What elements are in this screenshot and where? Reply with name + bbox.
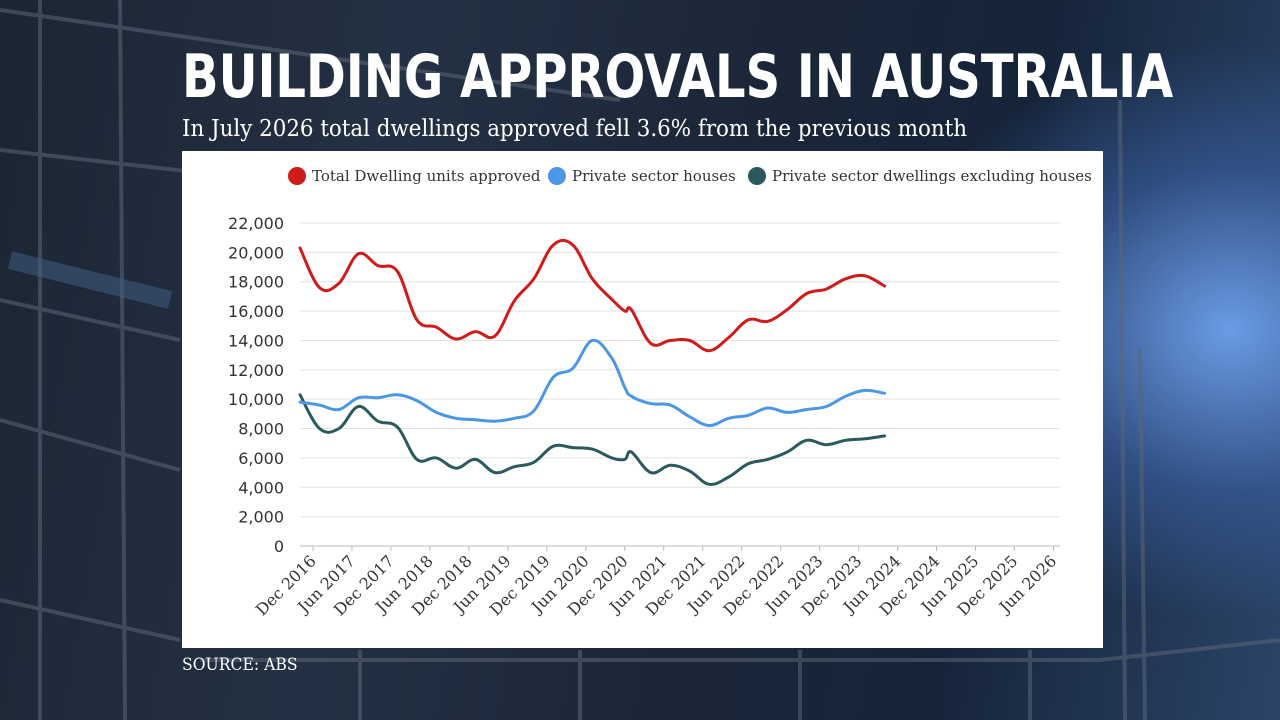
legend-marker	[748, 167, 766, 185]
y-tick-label: 0	[274, 537, 284, 556]
legend-label: Private sector houses	[572, 167, 736, 185]
y-tick-label: 10,000	[228, 390, 284, 409]
y-tick-label: 14,000	[228, 331, 284, 350]
y-tick-label: 12,000	[228, 361, 284, 380]
y-tick-label: 4,000	[238, 478, 284, 497]
legend-marker	[548, 167, 566, 185]
chart-gridlines	[300, 222, 1060, 547]
y-tick-label: 6,000	[238, 449, 284, 468]
legend-label: Total Dwelling units approved	[312, 167, 541, 185]
y-tick-label: 8,000	[238, 420, 284, 439]
chart-series-lines	[298, 238, 887, 486]
chart-subtitle: In July 2026 total dwellings approved fe…	[182, 116, 968, 142]
line-chart: Total Dwelling units approved Private sec…	[228, 167, 1092, 619]
legend-label: Private sector dwellings excluding house…	[772, 167, 1092, 185]
y-tick-label: 2,000	[238, 508, 284, 527]
chart-panel: Total Dwelling units approved Private sec…	[182, 151, 1103, 648]
series-line-total-dwellings	[298, 238, 887, 353]
source-note: SOURCE: ABS	[182, 655, 298, 675]
y-tick-label: 18,000	[228, 273, 284, 292]
legend-marker	[288, 167, 306, 185]
series-line-private-excl-houses	[298, 393, 887, 486]
y-tick-label: 22,000	[228, 214, 284, 233]
y-axis-ticks: 22,000 20,000 18,000 16,000 14,000 12,000 10,0…	[228, 214, 284, 556]
y-tick-label: 20,000	[228, 243, 284, 262]
y-tick-label: 16,000	[228, 302, 284, 321]
page-title: BUILDING APPROVALS IN AUSTRALIA	[182, 42, 1174, 112]
series-line-private-houses	[298, 338, 887, 428]
chart-legend: Total Dwelling units approved Private sec…	[288, 167, 1092, 185]
